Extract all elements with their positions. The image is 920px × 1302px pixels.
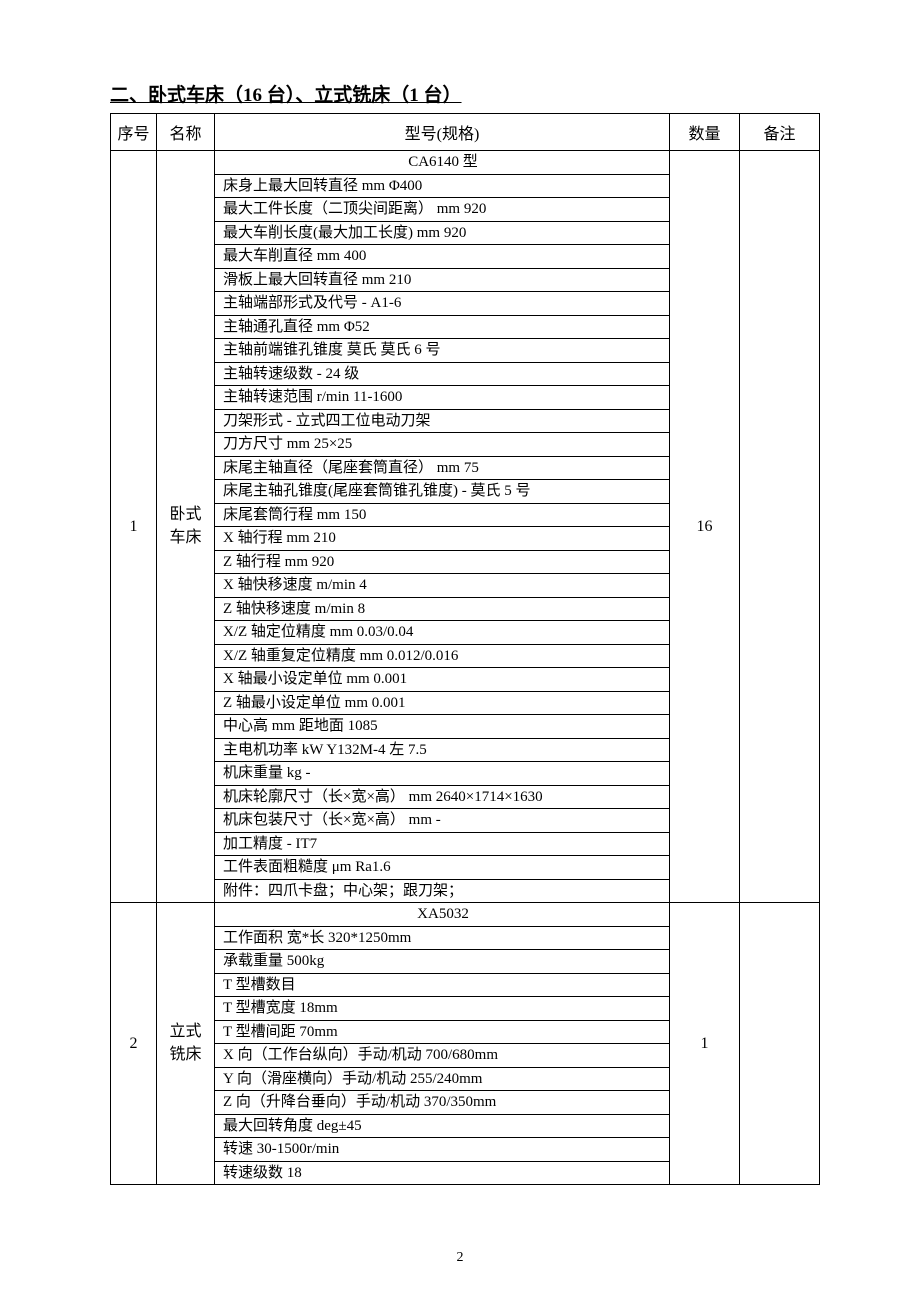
spec-line: Z 轴行程 mm 920 <box>215 551 669 575</box>
spec-line: 工作面积 宽*长 320*1250mm <box>215 927 669 951</box>
spec-line: T 型槽宽度 18mm <box>215 997 669 1021</box>
spec-line: 机床重量 kg - <box>215 762 669 786</box>
cell-qty: 1 <box>670 903 740 1185</box>
spec-line: 主轴转速级数 - 24 级 <box>215 363 669 387</box>
table-header-row: 序号 名称 型号(规格) 数量 备注 <box>111 114 820 151</box>
table-row: 1 卧式 车床 CA6140 型床身上最大回转直径 mm Φ400最大工件长度（… <box>111 151 820 903</box>
spec-line: X 轴快移速度 m/min 4 <box>215 574 669 598</box>
spec-line: 最大车削长度(最大加工长度) mm 920 <box>215 222 669 246</box>
col-header-remark: 备注 <box>740 114 820 151</box>
spec-line: X/Z 轴重复定位精度 mm 0.012/0.016 <box>215 645 669 669</box>
cell-seq: 1 <box>111 151 157 903</box>
cell-name-line2: 铣床 <box>169 1046 201 1063</box>
cell-qty: 16 <box>670 151 740 903</box>
spec-line: 转速 30-1500r/min <box>215 1138 669 1162</box>
col-header-spec: 型号(规格) <box>215 114 670 151</box>
col-header-name: 名称 <box>157 114 215 151</box>
spec-line: XA5032 <box>215 903 669 927</box>
spec-line: T 型槽数目 <box>215 974 669 998</box>
spec-line: Z 轴快移速度 m/min 8 <box>215 598 669 622</box>
spec-line: CA6140 型 <box>215 151 669 175</box>
spec-line: 床身上最大回转直径 mm Φ400 <box>215 175 669 199</box>
col-header-seq: 序号 <box>111 114 157 151</box>
cell-seq: 2 <box>111 903 157 1185</box>
spec-line: 机床轮廓尺寸（长×宽×高） mm 2640×1714×1630 <box>215 786 669 810</box>
spec-line: 最大车削直径 mm 400 <box>215 245 669 269</box>
spec-line: 主轴通孔直径 mm Φ52 <box>215 316 669 340</box>
spec-line: 中心高 mm 距地面 1085 <box>215 715 669 739</box>
spec-line: 加工精度 - IT7 <box>215 833 669 857</box>
page: 二、卧式车床（16 台）、立式铣床（1 台） 序号 名称 型号(规格) 数量 备… <box>0 0 920 1302</box>
spec-line: X 向（工作台纵向）手动/机动 700/680mm <box>215 1044 669 1068</box>
cell-name: 卧式 车床 <box>157 151 215 903</box>
spec-line: 主轴转速范围 r/min 11-1600 <box>215 386 669 410</box>
spec-list: XA5032工作面积 宽*长 320*1250mm承载重量 500kgT 型槽数… <box>215 903 669 1184</box>
spec-line: 床尾主轴孔锥度(尾座套筒锥孔锥度) - 莫氏 5 号 <box>215 480 669 504</box>
spec-list: CA6140 型床身上最大回转直径 mm Φ400最大工件长度（二顶尖间距离） … <box>215 151 669 902</box>
cell-remark <box>740 903 820 1185</box>
spec-line: 主轴前端锥孔锥度 莫氏 莫氏 6 号 <box>215 339 669 363</box>
spec-line: Z 轴最小设定单位 mm 0.001 <box>215 692 669 716</box>
spec-line: 滑板上最大回转直径 mm 210 <box>215 269 669 293</box>
cell-name-line1: 卧式 <box>169 506 201 523</box>
spec-line: 附件：四爪卡盘；中心架；跟刀架； <box>215 880 669 903</box>
spec-line: X/Z 轴定位精度 mm 0.03/0.04 <box>215 621 669 645</box>
cell-name-line1: 立式 <box>169 1023 201 1040</box>
cell-name-line2: 车床 <box>169 529 201 546</box>
spec-line: 最大回转角度 deg±45 <box>215 1115 669 1139</box>
cell-remark <box>740 151 820 903</box>
spec-line: Z 向（升降台垂向）手动/机动 370/350mm <box>215 1091 669 1115</box>
page-number: 2 <box>0 1250 920 1266</box>
spec-line: 刀方尺寸 mm 25×25 <box>215 433 669 457</box>
spec-line: 承载重量 500kg <box>215 950 669 974</box>
spec-line: 床尾主轴直径（尾座套筒直径） mm 75 <box>215 457 669 481</box>
spec-line: 主轴端部形式及代号 - A1-6 <box>215 292 669 316</box>
section-heading: 二、卧式车床（16 台）、立式铣床（1 台） <box>110 80 820 107</box>
spec-line: Y 向（滑座横向）手动/机动 255/240mm <box>215 1068 669 1092</box>
spec-line: 工件表面粗糙度 μm Ra1.6 <box>215 856 669 880</box>
spec-line: X 轴行程 mm 210 <box>215 527 669 551</box>
col-header-qty: 数量 <box>670 114 740 151</box>
spec-line: X 轴最小设定单位 mm 0.001 <box>215 668 669 692</box>
cell-name: 立式 铣床 <box>157 903 215 1185</box>
table-row: 2 立式 铣床 XA5032工作面积 宽*长 320*1250mm承载重量 50… <box>111 903 820 1185</box>
spec-line: 刀架形式 - 立式四工位电动刀架 <box>215 410 669 434</box>
spec-line: 机床包装尺寸（长×宽×高） mm - <box>215 809 669 833</box>
spec-line: T 型槽间距 70mm <box>215 1021 669 1045</box>
spec-line: 转速级数 18 <box>215 1162 669 1185</box>
cell-spec: CA6140 型床身上最大回转直径 mm Φ400最大工件长度（二顶尖间距离） … <box>215 151 670 903</box>
spec-line: 床尾套筒行程 mm 150 <box>215 504 669 528</box>
cell-spec: XA5032工作面积 宽*长 320*1250mm承载重量 500kgT 型槽数… <box>215 903 670 1185</box>
spec-line: 最大工件长度（二顶尖间距离） mm 920 <box>215 198 669 222</box>
spec-table: 序号 名称 型号(规格) 数量 备注 1 卧式 车床 CA6140 型床身上最大… <box>110 113 820 1185</box>
spec-line: 主电机功率 kW Y132M-4 左 7.5 <box>215 739 669 763</box>
